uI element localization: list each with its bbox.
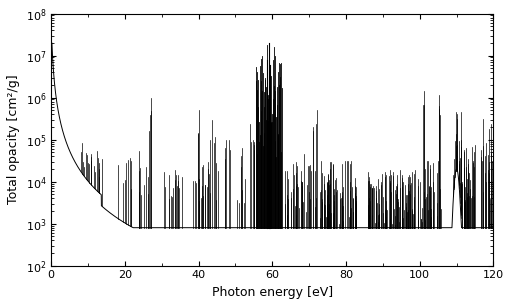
X-axis label: Photon energy [eV]: Photon energy [eV] <box>212 286 333 299</box>
Y-axis label: Total opacity [cm²/g]: Total opacity [cm²/g] <box>7 75 20 204</box>
